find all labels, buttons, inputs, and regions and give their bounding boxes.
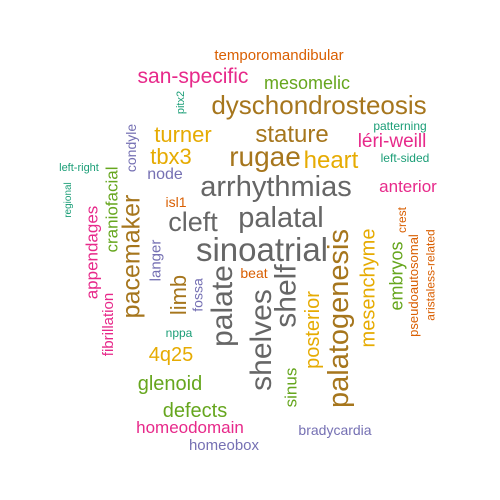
word-pitx2: pitx2 bbox=[175, 90, 188, 114]
word-temporomandibular: temporomandibular bbox=[214, 46, 344, 64]
word-tbx3: tbx3 bbox=[150, 144, 192, 169]
word-homeodomain: homeodomain bbox=[136, 417, 244, 437]
word-appendages: appendages bbox=[82, 205, 102, 299]
word-embryos: embryos bbox=[387, 241, 407, 311]
word-posterior: posterior bbox=[302, 291, 324, 369]
word-beat: beat bbox=[240, 265, 268, 281]
word-heart: heart bbox=[303, 147, 359, 174]
word-fossa: fossa bbox=[190, 278, 206, 312]
word-patterning: patterning bbox=[373, 119, 427, 133]
word-stature: stature bbox=[255, 121, 329, 148]
word-anterior: anterior bbox=[379, 176, 437, 196]
word-pacemaker: pacemaker bbox=[117, 194, 146, 318]
word-palate: palate bbox=[206, 265, 239, 347]
word-regional: regional bbox=[63, 182, 74, 218]
word-homeobox: homeobox bbox=[188, 436, 260, 454]
word-limb: limb bbox=[166, 274, 191, 316]
word-shelf: shelf bbox=[270, 264, 303, 328]
word-langer: langer bbox=[147, 239, 165, 281]
word-craniofacial: craniofacial bbox=[102, 166, 122, 252]
word-defects: defects bbox=[162, 400, 228, 422]
word-cleft: cleft bbox=[168, 206, 218, 237]
word-rugae: rugae bbox=[229, 141, 301, 172]
word-san-specific: san-specific bbox=[137, 64, 249, 88]
word-aristaless-related: aristaless-related bbox=[424, 229, 438, 321]
word-arrhythmias: arrhythmias bbox=[200, 170, 352, 203]
word-isl1: isl1 bbox=[165, 194, 187, 210]
word-dyschondrosteosis: dyschondrosteosis bbox=[211, 90, 427, 120]
word-left-right: left-right bbox=[59, 161, 99, 174]
word-crest: crest bbox=[394, 206, 409, 234]
word-condyle: condyle bbox=[122, 123, 139, 173]
word-turner: turner bbox=[154, 122, 212, 147]
word-nppa: nppa bbox=[165, 326, 193, 340]
word-leri-weill: léri-weill bbox=[357, 130, 427, 152]
word-left-sided: left-sided bbox=[380, 151, 430, 165]
word-mesomelic: mesomelic bbox=[263, 73, 351, 93]
word-palatal: palatal bbox=[238, 201, 324, 234]
word-fibrillation: fibrillation bbox=[100, 292, 118, 356]
word-palatogenesis: palatogenesis bbox=[322, 228, 355, 408]
word-node: node bbox=[147, 166, 183, 183]
word-mesenchyme: mesenchyme bbox=[357, 228, 379, 348]
word-4q25: 4q25 bbox=[148, 344, 194, 366]
word-sinus: sinus bbox=[281, 367, 301, 407]
word-pseudoautosomal: pseudoautosomal bbox=[405, 233, 421, 337]
word-sinoatrial: sinoatrial bbox=[195, 230, 329, 268]
word-bradycardia: bradycardia bbox=[298, 422, 372, 438]
word-glenoid: glenoid bbox=[137, 373, 203, 395]
